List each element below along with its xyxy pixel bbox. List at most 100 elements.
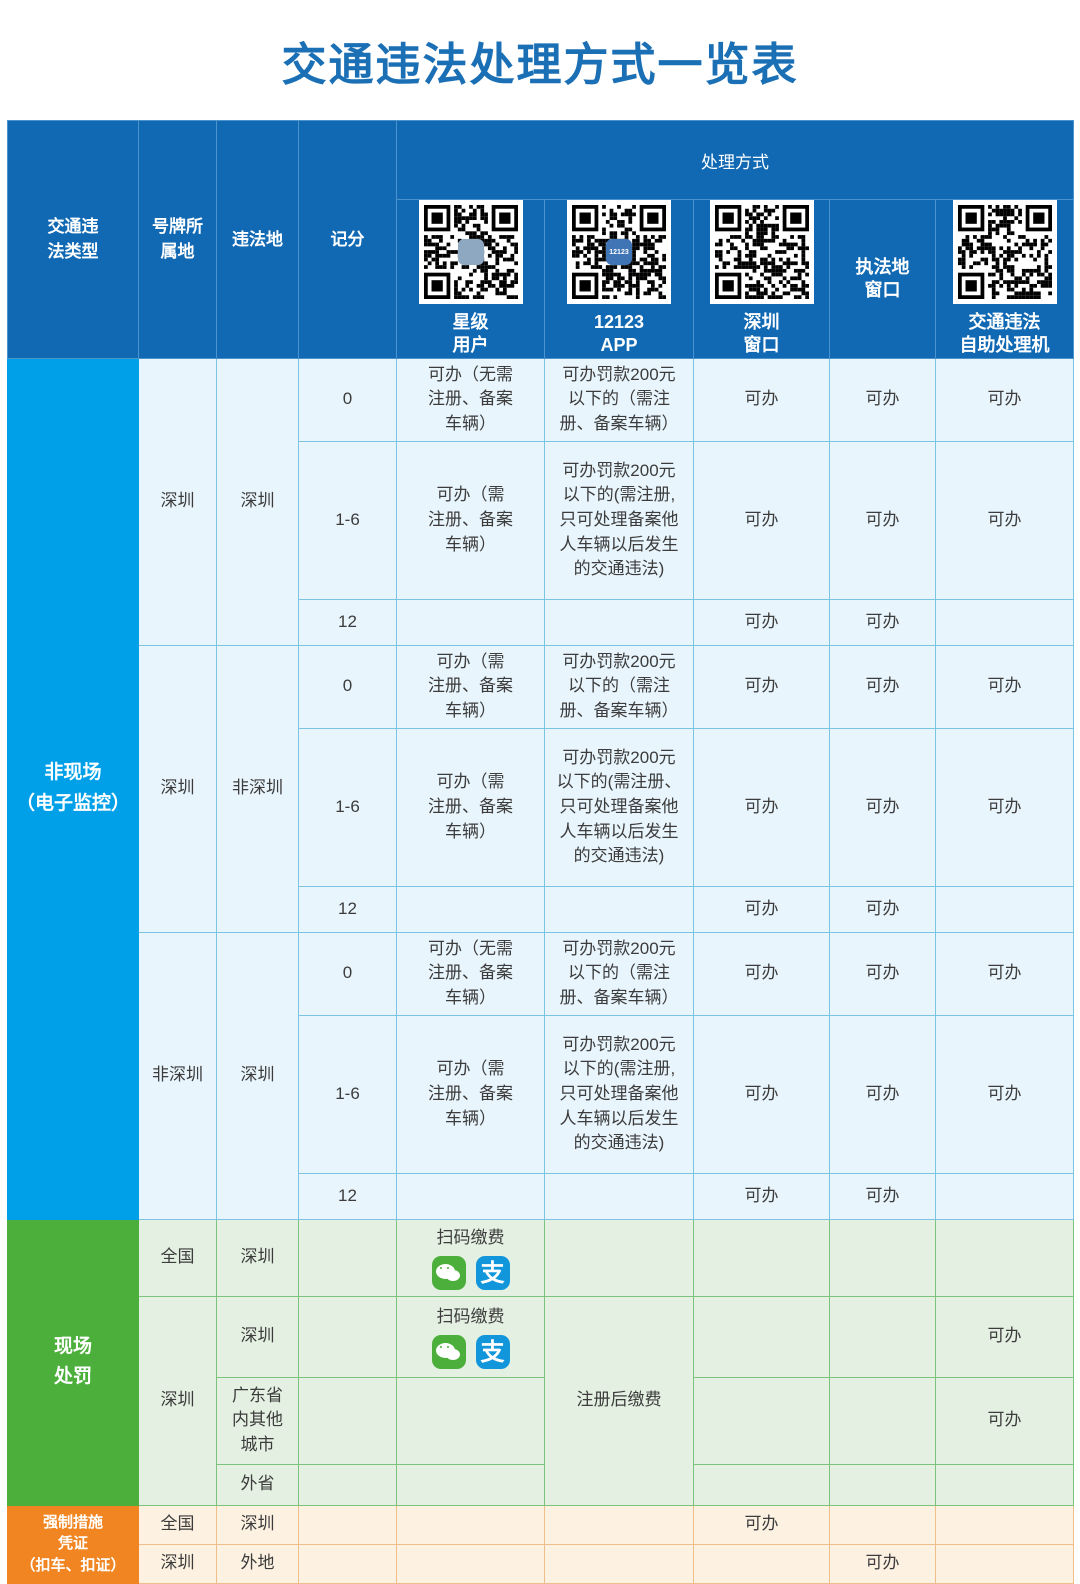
method-cell-value: 可办罚款200元 以下的(需注册, 只可处理备案他 人车辆以后发生 的交通违法): [559, 460, 679, 579]
points-cell: [298, 1218, 397, 1297]
header-method-3: 执法地 窗口: [829, 199, 936, 359]
qr-code-icon[interactable]: [418, 200, 523, 304]
method-cell-value: 可办（需 注册、备案 车辆）: [428, 485, 513, 554]
method-cell-3: 可办: [829, 931, 936, 1016]
method-cell-value: 可办罚款200元 以下的(需注册, 只可处理备案他 人车辆以后发生 的交通违法): [559, 1034, 679, 1153]
method-cell-value: [936, 1483, 1073, 1487]
method-cell-value: 可办: [744, 963, 779, 983]
method-cell-3: 可办: [829, 1543, 936, 1584]
table-row: 深圳 非深圳 0 可办（需 注册、备案 车辆） 可办罚款200元 以下的（需注 册、备案…: [8, 644, 1075, 933]
method-cell-2: [693, 1376, 830, 1465]
method-cell-1: 可办罚款200元 以下的（需注 册、备案车辆）: [544, 931, 694, 1016]
method-cell-2: 可办: [693, 440, 830, 600]
method-cell-1: [544, 885, 694, 933]
plate-origin-cell: 全国: [138, 1504, 217, 1545]
header-violation-place-label: 违法地: [232, 229, 283, 249]
method-cell-3: [829, 1463, 936, 1506]
method-cell-value: [397, 620, 544, 624]
method-cell-2: 可办: [693, 357, 830, 442]
points-value: 12: [338, 898, 357, 918]
method-cell-2: [693, 1463, 830, 1506]
method-cell-value: 可办: [865, 509, 900, 529]
violation-place-value: 外省: [240, 1474, 275, 1494]
plate-origin-value: 深圳: [160, 778, 195, 798]
header-method-0: 星级 用户: [396, 199, 545, 359]
method-cell-2: 可办: [693, 727, 830, 887]
method-cell-value: 可办（需 注册、备案 车辆）: [428, 772, 513, 841]
violation-place-cell: 外地: [216, 1543, 299, 1584]
method-cell-value: [830, 1483, 935, 1487]
method-cell-value: 可办（无需 注册、备案 车辆）: [428, 364, 513, 434]
method-cell-value: [545, 1562, 693, 1566]
category-onsite-label: 现场 处罚: [53, 1335, 92, 1388]
page-title: 交通违法处理方式一览表: [281, 37, 799, 91]
points-cell: 0: [298, 357, 397, 442]
method-cell-4: 可办: [934, 357, 1075, 442]
table-row: 广东省 内其他 城市 可办: [8, 1376, 1075, 1465]
method-cell-value: 可办罚款200元 以下的（需注 册、备案车辆）: [559, 364, 679, 434]
method-cell-4: [934, 1543, 1075, 1584]
method-label-2: 深圳 窗口: [743, 312, 780, 356]
table-row: 深圳 深圳 扫码缴费支注册后缴费 可办: [8, 1295, 1075, 1506]
method-cell-value: 可办: [744, 509, 779, 529]
method-cell-value: 可办: [987, 676, 1022, 696]
points-value: [299, 1523, 396, 1527]
method-cell-value: [830, 1335, 935, 1339]
header-points-label: 记分: [330, 229, 365, 249]
method-cell-2: 可办: [693, 644, 830, 729]
points-value: 12: [338, 1185, 357, 1205]
method-cell-2: [693, 1218, 830, 1297]
method-cell-2: 可办: [693, 1014, 830, 1174]
method-cell-0: [396, 1376, 545, 1465]
qr-code-icon[interactable]: [709, 200, 814, 304]
violation-place-cell: 深圳: [216, 1295, 299, 1378]
header-processing-method-label: 处理方式: [701, 152, 770, 172]
method-cell-0: [396, 1463, 545, 1506]
method-cell-3: 可办: [829, 1014, 936, 1174]
method-cell-value: 可办: [987, 1326, 1022, 1346]
method-cell-3: 可办: [829, 440, 936, 600]
pay-icon-row: 支: [431, 1334, 510, 1369]
method-cell-0: [396, 1543, 545, 1584]
qr-code-icon[interactable]: 12123: [567, 200, 671, 304]
method-cell-value: [545, 620, 693, 624]
method-cell-1: 可办罚款200元 以下的（需注 册、备案车辆）: [544, 357, 694, 442]
header-method-4: 交通违法 自助处理机: [934, 199, 1075, 359]
method-cell-value: [545, 1194, 693, 1198]
points-cell: 12: [298, 598, 397, 646]
method-cell-3: 可办: [829, 644, 936, 729]
wechat-pay-icon: [431, 1255, 466, 1290]
plate-origin-value: 深圳: [160, 491, 195, 511]
method-cell-1: [544, 1543, 694, 1584]
method-cell-4: [934, 1218, 1075, 1297]
method-cell-2: 可办: [693, 598, 830, 646]
violation-place-value: 外地: [240, 1553, 275, 1573]
method-cell-0: 可办（需 注册、备案 车辆）: [396, 727, 545, 887]
header-violation-type-label: 交通违 法类型: [47, 216, 99, 262]
points-value: 1-6: [335, 1083, 360, 1103]
method-cell-value: 可办: [987, 389, 1022, 409]
method-cell-2: [693, 1543, 830, 1584]
plate-origin-value: 深圳: [160, 1390, 195, 1410]
method-cell-3: 可办: [829, 727, 936, 887]
method-cell-0: [396, 598, 545, 646]
header-method-1: 12123 12123 APP: [544, 199, 694, 359]
method-cell-value: 可办罚款200元 以下的（需注 册、备案车辆）: [559, 651, 679, 721]
plate-origin-cell: 深圳: [138, 644, 217, 933]
method-cell-4: 可办: [934, 1376, 1075, 1465]
method-cell-4: [934, 598, 1075, 646]
points-cell: 0: [298, 644, 397, 729]
header-plate-origin-label: 号牌所 属地: [152, 216, 203, 262]
method-cell-4: 可办: [934, 440, 1075, 600]
violation-place-value: 广东省 内其他 城市: [232, 1385, 283, 1455]
category-onsite-penalty: 现场 处罚: [7, 1218, 139, 1506]
points-value: [299, 1256, 396, 1260]
violation-place-value: 深圳: [240, 491, 275, 511]
method-cell-value: 可办罚款200元 以下的（需注 册、备案车辆）: [559, 938, 679, 1008]
qr-code-icon[interactable]: [952, 200, 1057, 304]
category-offsite-enforcement: 非现场 （电子监控）: [7, 357, 139, 1220]
method-cell-4: 可办: [934, 1295, 1075, 1378]
method-cell-value: 可办: [865, 611, 900, 631]
method-cell-value: [397, 1194, 544, 1198]
